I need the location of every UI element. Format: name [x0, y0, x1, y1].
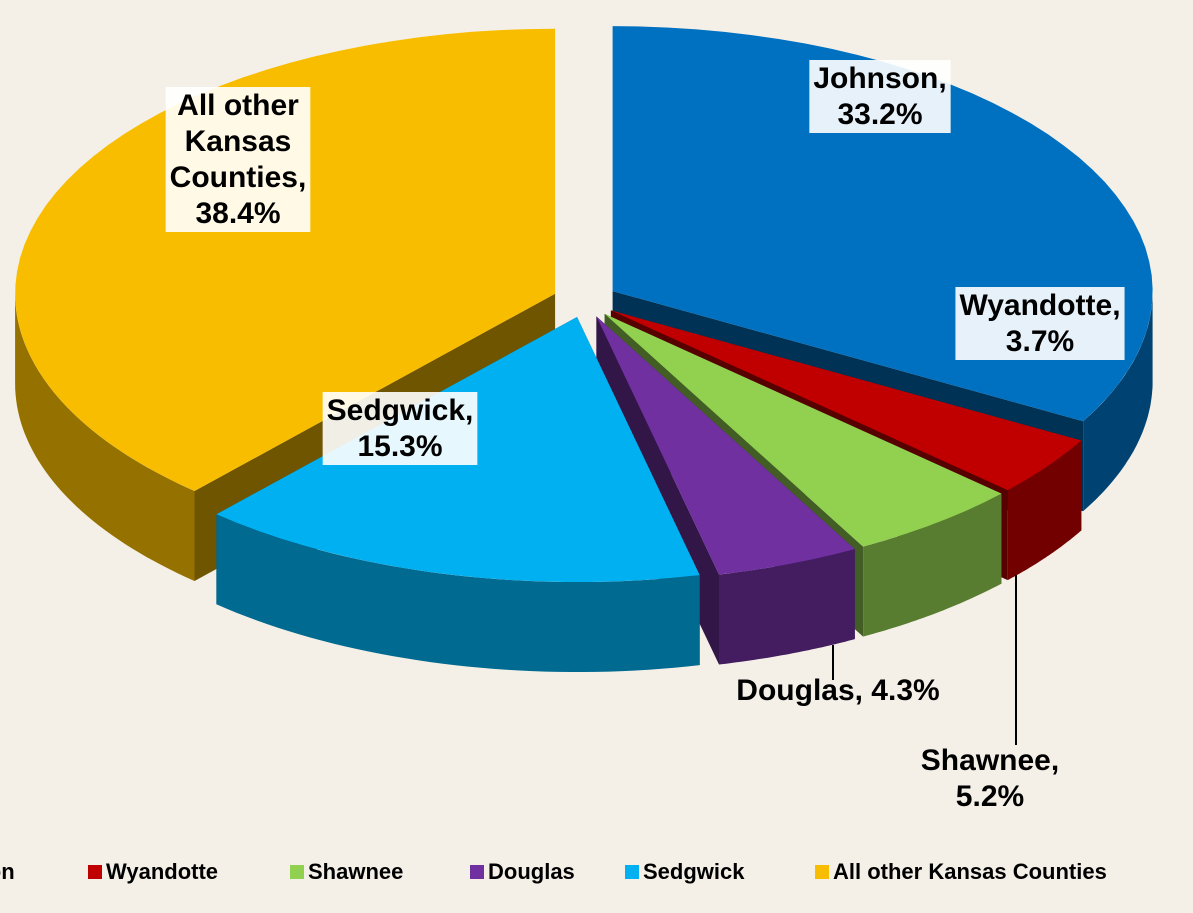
data-label-background — [955, 287, 1125, 360]
slice-side — [1007, 440, 1082, 581]
pie — [15, 26, 1153, 672]
data-label-group: Shawnee, 5.2% — [921, 744, 1059, 813]
data-label-background — [809, 60, 951, 133]
slice-side — [719, 549, 855, 665]
data-label-group: Johnson, 33.2% — [809, 60, 951, 133]
legend: Johnson Wyandotte Shawnee Douglas Sedgwick Al… — [0, 859, 1107, 884]
legend-label: Douglas — [488, 859, 575, 884]
legend-label: Sedgwick — [643, 859, 745, 884]
data-label-group: Sedgwick, 15.3% — [322, 392, 478, 465]
slice-side — [1083, 291, 1153, 512]
data-label-background — [322, 392, 478, 465]
slice-side — [216, 514, 700, 672]
data-label: Shawnee, 5.2% — [921, 744, 1059, 813]
data-label-background — [165, 87, 311, 232]
data-label-group: Douglas, 4.3% — [736, 674, 939, 707]
legend-swatch — [625, 865, 639, 879]
legend-label: Johnson — [0, 859, 15, 884]
data-label-group: Wyandotte, 3.7% — [955, 287, 1125, 360]
slice — [15, 28, 556, 491]
data-label: Douglas, 4.3% — [736, 674, 939, 707]
legend-swatch — [470, 865, 484, 879]
legend-label: Shawnee — [308, 859, 403, 884]
legend-label: Wyandotte — [106, 859, 218, 884]
legend-label: All other Kansas Counties — [833, 859, 1107, 884]
legend-swatch — [815, 865, 829, 879]
data-label: Sedgwick, 15.3% — [327, 394, 474, 463]
slice — [604, 313, 1002, 547]
legend-swatch — [88, 865, 102, 879]
data-label: Johnson, 33.2% — [813, 62, 946, 131]
data-label-group: All other Kansas Counties, 38.4% — [165, 87, 311, 232]
slice — [610, 310, 1082, 491]
slice-side — [863, 493, 1002, 637]
legend-swatch — [290, 865, 304, 879]
data-label: Wyandotte, 3.7% — [959, 289, 1120, 358]
slice-side — [15, 293, 195, 581]
slice — [596, 316, 855, 575]
data-labels: Johnson, 33.2% Wyandotte, 3.7% Shawnee, 5.2% D… — [165, 60, 1125, 813]
data-label: All other Kansas Counties, 38.4% — [170, 89, 307, 230]
